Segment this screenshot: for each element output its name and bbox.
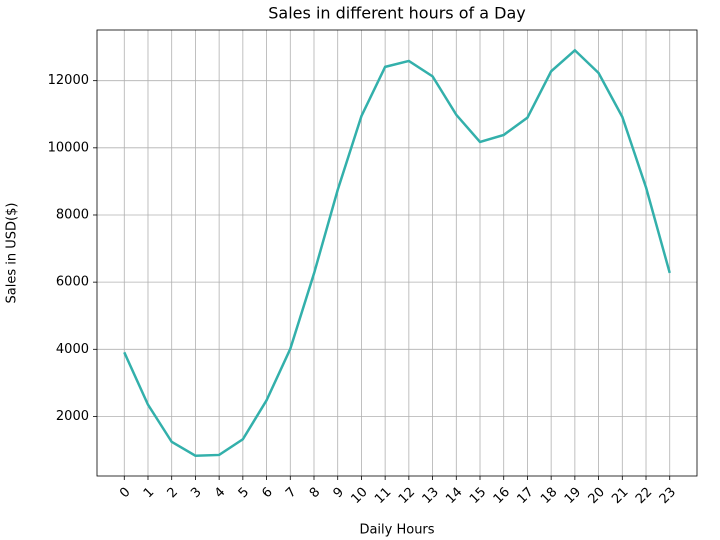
x-tick-label: 22 [633,485,655,507]
x-tick-label: 14 [443,485,465,507]
x-tick-label: 2 [165,485,181,501]
y-tick-label: 12000 [48,73,89,88]
x-tick-label: 7 [283,485,299,501]
y-tick-label: 2000 [56,409,89,424]
x-axis-label: Daily Hours [359,523,434,538]
data-line [123,48,671,457]
x-tick-label: 21 [609,485,631,507]
x-tick-label: 10 [348,485,370,507]
y-axis-label: Sales in USD($) [5,203,20,304]
plot-frame [96,29,698,477]
x-tick-label: 11 [372,485,394,507]
x-tick-label: 3 [188,485,204,501]
x-tick-label: 6 [259,485,275,501]
x-tick-label: 13 [420,485,442,507]
x-tick-label: 8 [307,485,323,501]
x-tick-label: 16 [491,485,513,507]
x-tick-label: 20 [586,485,608,507]
x-tick-label: 23 [657,485,679,507]
x-tick-label: 9 [331,485,347,501]
x-tick-label: 12 [396,485,418,507]
x-tick-label: 17 [514,485,536,507]
x-tick-label: 4 [212,485,228,501]
y-tick-label: 10000 [48,140,89,155]
y-tick-label: 8000 [56,207,89,222]
x-tick-label: 0 [117,485,133,501]
y-tick-label: 4000 [56,342,89,357]
x-tick-label: 18 [538,485,560,507]
x-tick-label: 15 [467,485,489,507]
x-tick-label: 19 [562,485,584,507]
x-tick-label: 1 [141,485,157,501]
x-tick-label: 5 [236,485,252,501]
chart-title: Sales in different hours of a Day [268,4,525,23]
y-tick-label: 6000 [56,275,89,290]
